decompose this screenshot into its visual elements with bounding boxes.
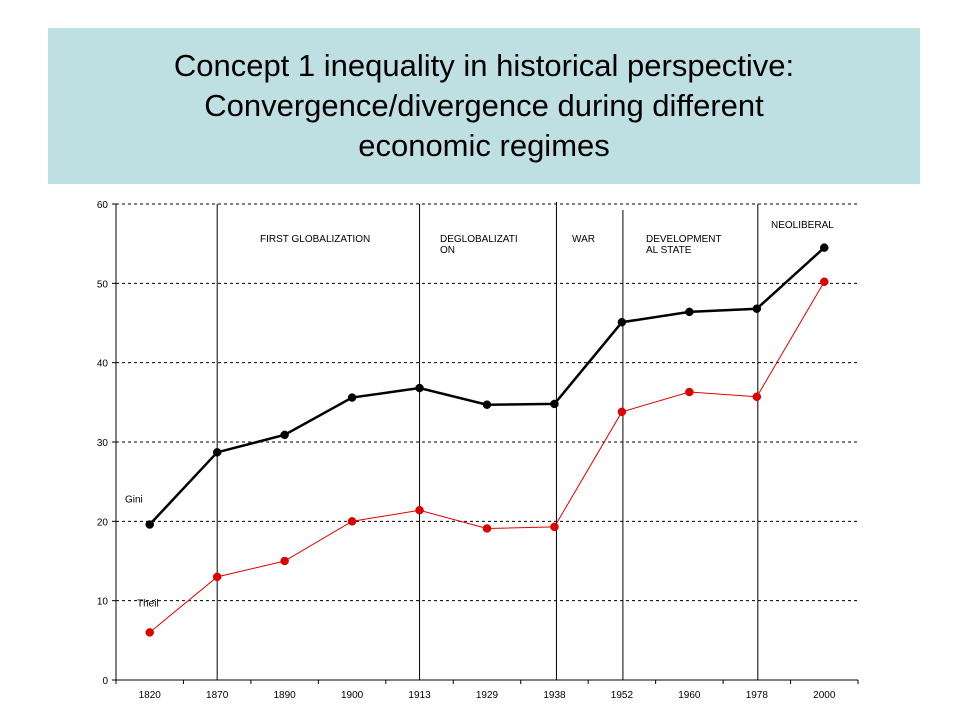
data-point-theil — [145, 628, 154, 637]
x-tick-label: 1938 — [543, 690, 566, 701]
data-point-theil — [415, 505, 424, 515]
data-point-gini — [415, 383, 424, 393]
y-tick-label: 50 — [97, 279, 109, 290]
x-tick-label: 1913 — [408, 690, 431, 701]
data-point-theil — [280, 556, 289, 566]
y-tick-label: 20 — [97, 517, 109, 528]
y-tick-label: 10 — [97, 597, 109, 608]
series-line-theil — [149, 281, 825, 633]
data-point-theil — [347, 517, 357, 526]
data-point-theil — [617, 407, 627, 417]
data-point-gini — [617, 317, 627, 327]
x-tick-label: 1929 — [476, 690, 499, 701]
title-banner: Concept 1 inequality in historical persp… — [48, 28, 920, 184]
title-line-2: Convergence/divergence during different — [204, 88, 764, 123]
data-point-gini — [820, 243, 829, 252]
data-point-theil — [752, 392, 762, 402]
x-tick-label: 1952 — [611, 690, 634, 701]
x-tick-label: 1978 — [746, 690, 769, 701]
regime-label: ON — [440, 245, 455, 256]
data-point-gini — [280, 430, 289, 440]
series-label-gini: Gini — [125, 495, 143, 506]
data-point-gini — [145, 520, 154, 529]
regime-label: FIRST GLOBALIZATION — [260, 234, 370, 245]
series-label-theil: Theil — [137, 598, 159, 609]
x-tick-label: 2000 — [813, 690, 836, 701]
x-tick-label: 1900 — [341, 690, 364, 701]
data-point-theil — [482, 524, 492, 533]
regime-label: NEOLIBERAL — [771, 220, 834, 231]
regime-label: AL STATE — [646, 245, 692, 256]
regime-label: DEGLOBALIZATI — [440, 234, 518, 245]
x-tick-label: 1890 — [274, 690, 297, 701]
x-tick-label: 1820 — [139, 690, 162, 701]
series-line-gini — [148, 246, 826, 526]
data-point-theil — [212, 572, 222, 582]
title-line-1: Concept 1 inequality in historical persp… — [173, 48, 795, 83]
y-tick-label: 0 — [102, 676, 108, 687]
data-point-gini — [752, 304, 762, 313]
data-point-theil — [685, 387, 694, 397]
regime-label: DEVELOPMENT — [646, 234, 722, 245]
data-point-gini — [685, 307, 694, 317]
x-tick-label: 1960 — [678, 690, 701, 701]
data-point-gini — [550, 399, 559, 409]
regime-label: WAR — [572, 234, 595, 245]
data-point-gini — [347, 393, 357, 402]
title-line-3: economic regimes — [358, 128, 610, 163]
x-tick-label: 1870 — [206, 690, 229, 701]
data-point-theil — [820, 277, 829, 286]
y-tick-label: 60 — [97, 200, 109, 211]
data-point-gini — [212, 448, 222, 457]
data-point-gini — [482, 400, 492, 409]
y-tick-label: 30 — [97, 438, 109, 449]
inequality-line-chart: 0 10 20 30 40 50 60 1820 1870 1890 1900 1913 1929 193… — [97, 200, 859, 701]
y-tick-label: 40 — [97, 359, 109, 370]
data-point-theil — [550, 522, 559, 532]
